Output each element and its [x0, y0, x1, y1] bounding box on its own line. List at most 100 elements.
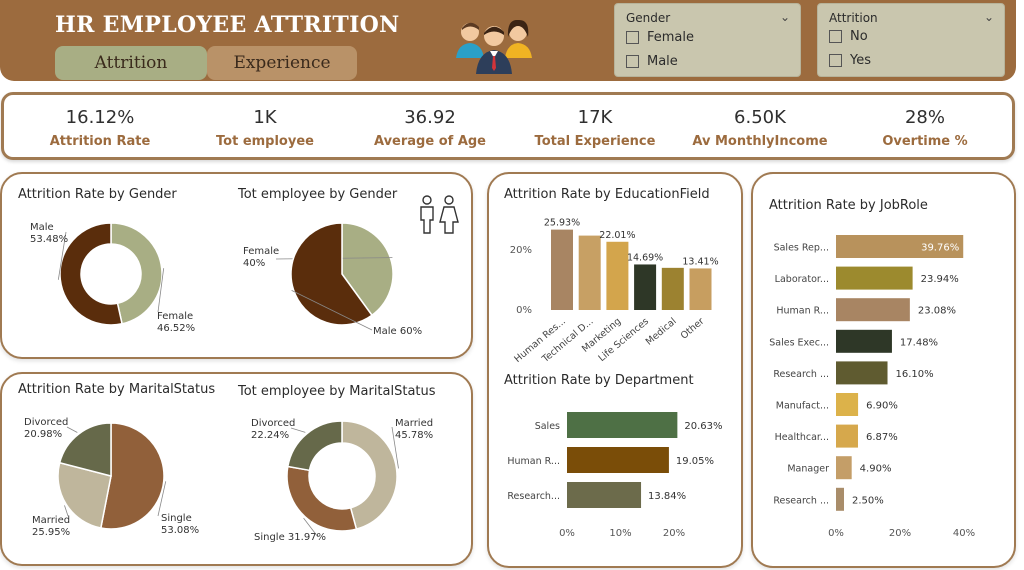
people-icon [456, 19, 532, 74]
chart-title: Tot employee by MaritalStatus [238, 384, 436, 399]
pie-slice [99, 422, 165, 530]
data-label: 17.48% [900, 337, 938, 348]
bar [836, 361, 888, 385]
data-label: 23.94% [921, 274, 959, 285]
data-label: 13.84% [648, 491, 686, 502]
attrition-option-no[interactable]: No [829, 29, 868, 44]
leader-line [66, 426, 78, 433]
bar [836, 393, 859, 416]
tab-attrition[interactable]: Attrition [55, 46, 207, 80]
attrition-option-yes[interactable]: Yes [829, 53, 871, 68]
gender-slicer-title: Gender [626, 11, 671, 25]
y-tick-label: Human R... [776, 306, 829, 317]
kpi-monthly-income: 6.50K Av MonthlyIncome [675, 107, 845, 149]
leader-line [157, 268, 165, 313]
pie-slice [57, 461, 112, 529]
data-label: 46.52% [157, 323, 195, 334]
bar [836, 424, 858, 448]
data-label: 23.08% [918, 306, 956, 317]
pie-slice [59, 222, 123, 326]
data-label: 19.05% [676, 456, 714, 467]
pie-slice [341, 222, 394, 317]
data-label: Single 31.97% [254, 532, 326, 543]
slice-label: Married [32, 515, 70, 526]
kpi-value: 6.50K [734, 107, 786, 128]
chevron-down-icon[interactable]: ⌄ [983, 10, 994, 24]
kpi-average-age: 36.92 Average of Age [345, 107, 515, 149]
y-tick-label: Sales Exec... [769, 337, 829, 348]
bar [606, 241, 629, 310]
gender-option-male[interactable]: Male [626, 54, 678, 69]
slice-label: Married [395, 418, 433, 429]
y-tick-label: Human R... [507, 456, 560, 467]
bar [567, 412, 678, 438]
pie-slice [286, 420, 343, 472]
kpi-attrition-rate: 16.12% Attrition Rate [15, 107, 185, 149]
kpi-overtime: 28% Overtime % [840, 107, 1010, 149]
kpi-value: 36.92 [404, 107, 456, 128]
slice-label: Male [30, 222, 54, 233]
data-label: 20.63% [684, 421, 722, 432]
checkbox-icon[interactable] [626, 55, 639, 68]
kpi-label: Average of Age [373, 134, 487, 149]
data-label: 14.69% [627, 252, 663, 263]
pie-slice [341, 420, 398, 531]
gender-option-female[interactable]: Female [626, 30, 694, 45]
data-label: 39.76% [921, 243, 959, 254]
bar [567, 482, 642, 508]
chart-title: Tot employee by Gender [238, 187, 398, 202]
x-tick-label: 40% [953, 528, 975, 539]
slice-label: Female [157, 311, 193, 322]
kpi-label: Attrition Rate [49, 134, 151, 149]
pie-slice [286, 465, 358, 532]
pie-slice [58, 422, 112, 477]
x-tick-label: Life Sciences [597, 316, 652, 364]
kpi-value: 1K [253, 107, 277, 128]
bar [661, 267, 684, 310]
chart-title: Attrition Rate by Gender [18, 187, 177, 202]
y-tick-label: Research... [507, 491, 560, 502]
data-label: 6.90% [866, 401, 898, 412]
checkbox-icon[interactable] [626, 31, 639, 44]
data-label: 40% [243, 258, 265, 269]
kpi-label: Total Experience [534, 134, 656, 149]
kpi-bar: 16.12% Attrition Rate 1K Tot employee 36… [1, 92, 1015, 160]
dashboard-title: HR EMPLOYEE ATTRITION [55, 12, 400, 38]
kpi-label: Av MonthlyIncome [692, 134, 828, 149]
x-tick-label: Medical [644, 316, 679, 348]
data-label: 20.98% [24, 429, 62, 440]
slice-label: Female [243, 246, 279, 257]
data-label: 4.90% [860, 464, 892, 475]
chart-title: Attrition Rate by MaritalStatus [18, 382, 216, 397]
kpi-label: Tot employee [216, 134, 314, 149]
bar [634, 264, 657, 310]
bar [689, 268, 712, 310]
chevron-down-icon[interactable]: ⌄ [779, 10, 790, 24]
y-tick-label: Laborator... [775, 274, 829, 285]
bar [836, 235, 964, 258]
leader-line [291, 290, 373, 331]
gender-option-label: Male [647, 54, 678, 69]
y-tick-label: 20% [510, 245, 532, 256]
gender-option-label: Female [647, 30, 695, 45]
leader-line [290, 427, 306, 433]
attrition-slicer-title: Attrition [829, 11, 878, 25]
x-tick-label: 10% [609, 528, 631, 539]
chart-title: Attrition Rate by Department [504, 373, 694, 388]
y-tick-label: 0% [516, 305, 532, 316]
data-label: 53.48% [30, 234, 68, 245]
data-label: Male 60% [373, 326, 422, 337]
kpi-value: 16.12% [65, 107, 135, 128]
data-label: 25.93% [544, 218, 580, 229]
gender-panel: Attrition Rate by Gender Tot employee by… [0, 172, 473, 359]
checkbox-icon[interactable] [829, 54, 842, 67]
y-tick-label: Sales Rep... [774, 243, 829, 254]
tab-experience[interactable]: Experience [207, 46, 357, 80]
kpi-label: Overtime % [882, 134, 968, 149]
slice-label: Single [161, 513, 192, 524]
bar [567, 447, 669, 473]
bar [836, 456, 852, 480]
checkbox-icon[interactable] [829, 30, 842, 43]
slice-label: Divorced [251, 418, 295, 429]
attrition-option-label: Yes [850, 53, 871, 68]
